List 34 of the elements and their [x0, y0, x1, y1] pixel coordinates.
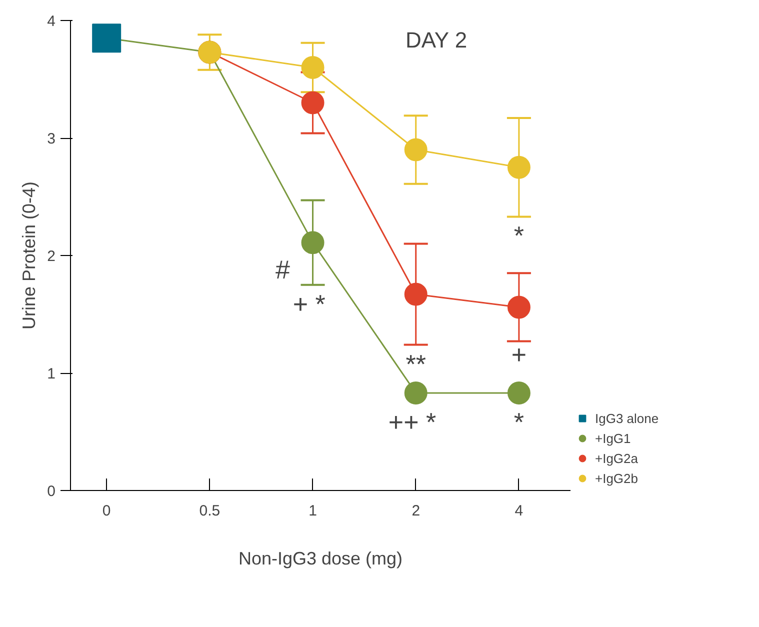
x-tick-label: 1	[308, 502, 317, 520]
point	[507, 381, 530, 404]
annotation: *	[514, 406, 524, 437]
point	[301, 56, 324, 79]
y-tick-label: 4	[47, 13, 56, 30]
point	[301, 91, 324, 114]
x-tick-label: 4	[514, 502, 524, 520]
legend-label: +IgG2b	[595, 470, 638, 486]
point	[92, 24, 122, 53]
point	[404, 282, 428, 306]
point	[301, 231, 324, 254]
x-axis-title: Non-IgG3 dose (mg)	[238, 548, 403, 568]
y-tick-label: 3	[47, 130, 56, 148]
point	[404, 138, 428, 162]
x-tick-label: 0	[102, 502, 111, 520]
annotation: + *	[292, 288, 326, 319]
y-tick-label: 0	[47, 483, 56, 500]
point	[404, 381, 428, 404]
legend-label: +IgG2a	[595, 450, 638, 466]
annotation: **	[406, 348, 426, 379]
annotation: ++ *	[388, 406, 436, 437]
x-tick-label: 0.5	[199, 502, 220, 520]
point	[507, 156, 530, 179]
annotation: +	[511, 339, 527, 370]
y-axis-title: Urine Protein (0-4)	[19, 181, 40, 330]
annotation: #	[276, 254, 291, 285]
chart-title: DAY 2	[406, 28, 468, 53]
point	[507, 296, 530, 319]
legend-label: IgG3 alone	[595, 410, 659, 426]
annotation: *	[514, 220, 524, 251]
y-tick-label: 2	[47, 248, 56, 265]
legend-label: +IgG1	[595, 430, 631, 446]
x-tick-label: 2	[412, 502, 420, 520]
y-tick-label: 1	[47, 366, 56, 382]
